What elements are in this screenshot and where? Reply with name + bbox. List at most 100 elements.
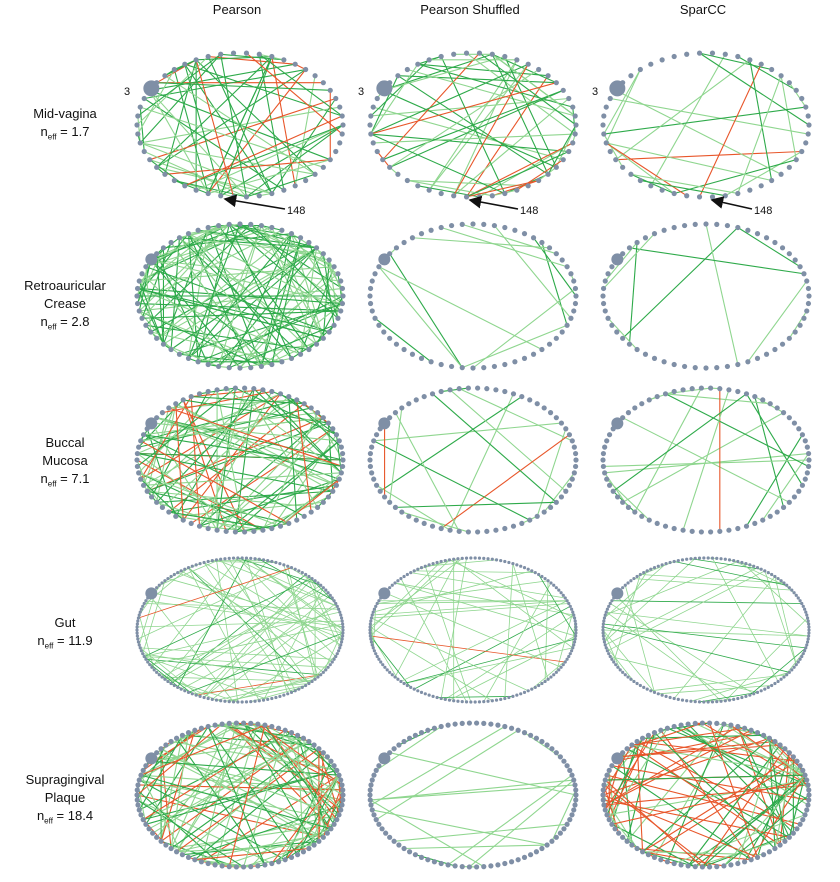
network-edge — [221, 723, 344, 796]
network-node — [244, 556, 249, 560]
network-node — [438, 723, 444, 730]
network-node — [367, 463, 374, 470]
network-node — [294, 517, 300, 523]
network-node — [796, 596, 800, 600]
network-node — [198, 694, 202, 698]
network-node — [270, 559, 274, 564]
network-node — [426, 187, 432, 193]
network-node — [160, 245, 167, 251]
network-node — [763, 569, 767, 573]
network-edge — [725, 151, 803, 197]
network-edge — [220, 54, 248, 197]
network-node — [661, 227, 667, 233]
network-node — [409, 685, 413, 689]
network-node — [339, 450, 346, 457]
network-node — [339, 113, 345, 119]
hub-node — [143, 80, 160, 97]
network-node — [406, 735, 413, 741]
network-edge — [788, 775, 806, 838]
network-node — [286, 692, 290, 696]
network-node — [571, 646, 575, 650]
network-node — [188, 393, 194, 400]
network-node — [331, 821, 337, 827]
network-node — [763, 687, 767, 691]
network-edge — [208, 724, 265, 728]
network-node — [269, 190, 275, 197]
network-node — [800, 767, 806, 773]
network-node — [443, 559, 447, 563]
network-node — [760, 517, 766, 523]
network-node — [395, 171, 401, 177]
network-node — [262, 722, 268, 728]
network-node — [507, 560, 511, 565]
network-node — [369, 807, 375, 813]
network-node — [232, 385, 238, 391]
network-node — [396, 842, 402, 848]
network-node — [735, 388, 741, 395]
network-node — [549, 838, 555, 844]
network-node — [530, 687, 534, 691]
network-node — [661, 359, 667, 365]
network-node — [138, 438, 144, 444]
network-node — [426, 57, 432, 63]
network-node — [368, 113, 374, 119]
network-edge — [149, 90, 209, 194]
network-edge — [551, 789, 577, 842]
network-node — [282, 727, 288, 733]
network-node — [147, 157, 153, 163]
network-node — [135, 634, 139, 638]
network-node — [807, 622, 811, 626]
network-node — [609, 322, 615, 328]
network-node — [754, 355, 761, 361]
network-edge — [188, 632, 344, 693]
network-node — [605, 649, 609, 653]
network-edge — [216, 389, 246, 533]
network-node — [658, 857, 664, 863]
network-node — [381, 663, 385, 667]
network-edge — [141, 273, 241, 369]
network-node — [567, 767, 573, 773]
network-node — [806, 792, 812, 798]
network-node — [573, 619, 577, 623]
network-edge — [151, 391, 209, 498]
network-node — [564, 264, 570, 270]
network-edge — [203, 595, 331, 698]
network-edge — [618, 740, 775, 758]
network-node — [368, 628, 372, 632]
network-node — [547, 410, 554, 416]
network-node — [269, 53, 275, 60]
network-node — [266, 697, 270, 701]
network-node — [466, 864, 473, 870]
network-edge — [260, 233, 293, 367]
network-node — [338, 610, 342, 614]
network-node — [792, 665, 796, 669]
network-edge — [407, 68, 576, 117]
network-node — [526, 567, 530, 571]
network-edge — [243, 730, 286, 868]
network-edge — [262, 389, 342, 474]
network-node — [269, 723, 275, 730]
network-node — [557, 754, 563, 760]
network-node — [237, 221, 243, 227]
network-node — [237, 365, 243, 371]
network-edge — [369, 632, 399, 680]
network-node — [514, 187, 520, 193]
network-node — [137, 643, 141, 647]
network-node — [339, 643, 343, 647]
network-node — [319, 583, 323, 587]
network-node — [719, 699, 723, 703]
network-node — [601, 628, 605, 632]
network-node — [601, 782, 607, 788]
network-node — [190, 564, 194, 568]
network-node — [135, 802, 141, 808]
network-node — [248, 720, 254, 726]
network-node — [646, 517, 652, 523]
network-node — [534, 513, 540, 519]
node-group — [135, 556, 345, 704]
network-node — [745, 359, 751, 365]
network-edge — [640, 179, 726, 197]
network-node — [684, 51, 690, 57]
network-edge — [695, 836, 790, 868]
network-node — [502, 860, 508, 867]
network-edge — [774, 576, 797, 665]
